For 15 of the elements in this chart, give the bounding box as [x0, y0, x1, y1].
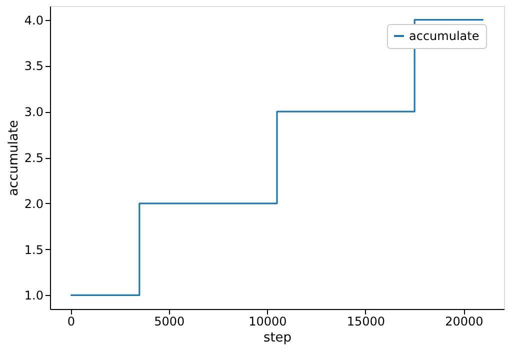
y-tick-label: 3.0: [24, 105, 44, 120]
x-tick-label: 20000: [445, 314, 484, 328]
x-axis-title: step: [263, 330, 292, 346]
y-tick-label: 3.5: [24, 59, 44, 74]
y-axis-title: accumulate: [6, 120, 22, 196]
x-tick-label: 0: [67, 314, 75, 328]
x-tick-label: 15000: [346, 314, 386, 328]
y-tick-label: 4.0: [24, 13, 44, 28]
y-tick-label: 1.5: [24, 242, 44, 257]
x-tick-label: 5000: [154, 314, 185, 328]
y-tick-label: 2.0: [24, 196, 44, 211]
x-tick-label: 10000: [248, 314, 287, 328]
y-tick-label: 2.5: [24, 151, 44, 165]
y-tick-label: 1.0: [24, 288, 44, 303]
legend-label: accumulate: [409, 29, 480, 43]
